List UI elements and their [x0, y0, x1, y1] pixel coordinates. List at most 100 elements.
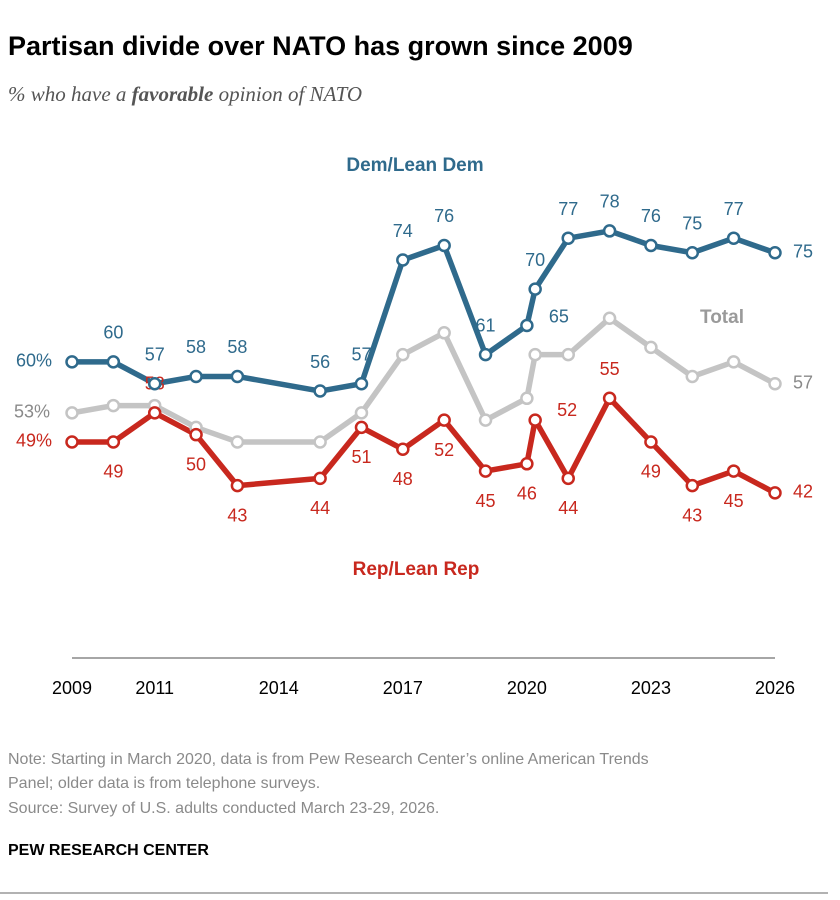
x-tick-label: 2020 — [507, 678, 547, 698]
data-label: 77 — [724, 199, 744, 219]
data-point — [726, 464, 741, 478]
data-point — [396, 347, 410, 362]
footer: PEW RESEARCH CENTER — [8, 842, 209, 859]
data-label: 50 — [186, 454, 206, 474]
data-label: 65 — [549, 306, 569, 326]
data-label: 45 — [724, 491, 744, 511]
data-label: 53% — [14, 402, 50, 422]
data-point — [528, 413, 542, 427]
data-label: 57 — [351, 344, 371, 364]
data-point — [644, 435, 658, 449]
x-tick-label: 2017 — [383, 678, 423, 698]
data-point — [313, 435, 327, 449]
data-label: 52 — [434, 440, 454, 460]
data-label: 44 — [558, 498, 578, 518]
data-point — [685, 478, 700, 493]
data-point — [685, 369, 700, 384]
data-label: 51 — [351, 447, 371, 467]
chart-subtitle: % who have a favorable opinion of NATO — [8, 82, 362, 106]
data-point — [65, 406, 79, 420]
data-point — [602, 224, 617, 238]
x-tick-label: 2023 — [631, 678, 671, 698]
data-label: 45 — [476, 491, 496, 511]
data-label: 58 — [186, 337, 206, 357]
data-label: 57 — [145, 344, 165, 364]
x-tick-label: 2009 — [52, 678, 92, 698]
series-label: Dem/Lean Dem — [346, 155, 483, 176]
data-label: 60 — [103, 323, 123, 343]
data-point — [396, 442, 410, 456]
data-point — [685, 246, 700, 260]
data-label: 49% — [16, 431, 52, 451]
series-line — [69, 315, 778, 445]
data-point — [528, 282, 542, 296]
series-label: Rep/Lean Rep — [353, 559, 480, 580]
data-label: 56 — [310, 352, 330, 372]
data-point — [147, 376, 162, 391]
data-point — [561, 347, 575, 362]
data-point — [106, 435, 121, 449]
data-label: 57 — [793, 372, 813, 392]
data-point — [602, 391, 617, 406]
data-label: 61 — [476, 315, 496, 335]
series-line — [69, 395, 778, 496]
data-point — [189, 427, 203, 442]
data-label: 75 — [793, 242, 813, 262]
data-point — [65, 435, 79, 449]
data-point — [520, 391, 534, 406]
data-point — [230, 369, 245, 384]
data-point — [561, 231, 575, 245]
data-point — [230, 435, 245, 449]
data-label: 75 — [682, 214, 702, 234]
data-point — [768, 376, 782, 391]
note: Note: Starting in March 2020, data is fr… — [8, 751, 649, 768]
subtitle-emphasis: favorable — [132, 82, 214, 106]
data-label: 78 — [600, 192, 620, 212]
data-point — [65, 355, 79, 369]
x-tick-label: 2026 — [755, 678, 795, 698]
data-point — [561, 471, 575, 486]
data-label: 44 — [310, 498, 330, 518]
data-label: 76 — [434, 206, 454, 226]
chart-title: Partisan divide over NATO has grown sinc… — [8, 31, 633, 61]
data-point — [313, 471, 327, 486]
data-point — [520, 318, 534, 333]
data-label: 49 — [641, 462, 661, 482]
data-label: 52 — [557, 400, 577, 420]
data-point — [437, 413, 451, 427]
data-label: 46 — [517, 484, 537, 504]
data-label: 48 — [393, 469, 413, 489]
x-tick-label: 2011 — [135, 678, 174, 698]
data-point — [437, 238, 451, 253]
data-point — [644, 340, 658, 355]
data-point — [528, 347, 542, 362]
series-line — [69, 228, 778, 394]
note: Panel; older data is from telephone surv… — [8, 775, 320, 792]
subtitle-part: opinion of NATO — [213, 82, 362, 106]
data-point — [189, 369, 203, 384]
data-label: 42 — [793, 482, 813, 502]
data-point — [768, 486, 782, 500]
data-point — [520, 457, 534, 471]
data-point — [478, 413, 493, 427]
data-label: 55 — [600, 359, 620, 379]
series-label: Total — [700, 307, 744, 328]
data-point — [313, 384, 327, 398]
data-label: 76 — [641, 206, 661, 226]
data-point — [354, 376, 369, 391]
subtitle-part: % who have a — [8, 82, 132, 106]
data-point — [644, 238, 658, 253]
data-point — [354, 420, 369, 435]
data-point — [396, 253, 410, 267]
data-label: 58 — [227, 337, 247, 357]
data-point — [354, 406, 369, 420]
data-point — [768, 246, 782, 260]
data-label: 43 — [227, 505, 247, 525]
data-label: 70 — [525, 250, 545, 270]
data-label: 60% — [16, 351, 52, 371]
data-point — [602, 311, 617, 326]
data-point — [478, 347, 493, 362]
data-point — [726, 355, 741, 369]
data-point — [147, 406, 162, 420]
data-label: 49 — [103, 462, 123, 482]
